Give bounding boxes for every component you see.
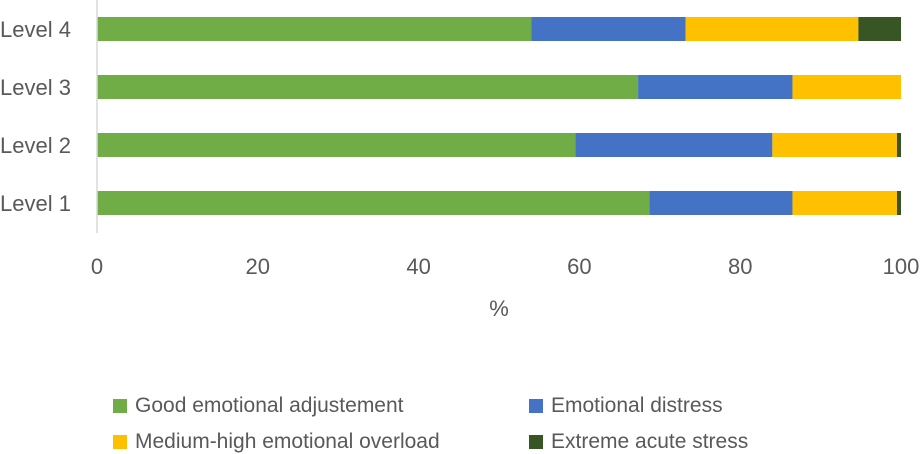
x-tick-label: 0	[91, 254, 103, 279]
bar-level-1-series-1	[97, 191, 650, 215]
legend-item: Medium-high emotional overload	[113, 430, 440, 454]
x-tick-label: 40	[406, 254, 430, 279]
bar-level-2-series-3	[772, 133, 897, 157]
bar-level-3-series-2	[638, 75, 793, 99]
x-tick-labels: 0 20 40 60 80 100	[91, 254, 919, 279]
legend-label: Extreme acute stress	[551, 430, 749, 453]
bar-level-2-series-1	[97, 133, 576, 157]
bar-level-4-series-2	[531, 17, 686, 41]
x-tick-label: 100	[883, 254, 920, 279]
legend-label: Emotional distress	[551, 394, 723, 417]
legend-label: Good emotional adjustement	[135, 394, 404, 417]
legend-swatch	[113, 435, 127, 449]
bar-level-1-series-4	[896, 191, 901, 215]
bar-level-4-series-1	[97, 17, 532, 41]
y-tick-label: Level 4	[0, 17, 71, 42]
legend-swatch	[529, 399, 543, 413]
legend-item: Emotional distress	[529, 394, 723, 418]
y-tick-label: Level 1	[0, 191, 71, 216]
legend-item: Good emotional adjustement	[113, 394, 404, 418]
y-tick-label: Level 3	[0, 75, 71, 100]
bar-level-1-series-2	[649, 191, 793, 215]
bar-level-4-series-3	[685, 17, 859, 41]
y-tick-label: Level 2	[0, 133, 71, 158]
bar-level-3-series-3	[792, 75, 901, 99]
legend-label: Medium-high emotional overload	[135, 430, 440, 453]
bar-level-4-series-4	[858, 17, 901, 41]
bar-level-1-series-3	[792, 191, 897, 215]
chart: Level 4 Level 3 Level 2 Level 1 0 20 40 60 80 10…	[0, 0, 919, 321]
bars-group	[97, 17, 901, 215]
legend-swatch	[113, 399, 127, 413]
x-tick-label: 60	[567, 254, 591, 279]
y-tick-labels: Level 4 Level 3 Level 2 Level 1	[0, 17, 71, 216]
bar-level-2-series-2	[575, 133, 773, 157]
legend-item: Extreme acute stress	[529, 430, 748, 454]
bar-level-2-series-4	[896, 133, 901, 157]
x-tick-label: 20	[246, 254, 270, 279]
x-tick-label: 80	[728, 254, 752, 279]
legend-swatch	[529, 435, 543, 449]
bar-level-3-series-1	[97, 75, 639, 99]
x-axis-title: %	[489, 296, 509, 321]
